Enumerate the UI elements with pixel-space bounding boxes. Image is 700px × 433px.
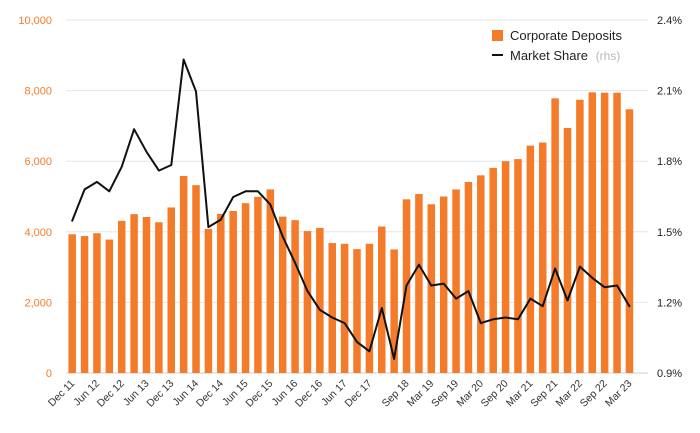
bar-corporate-deposits — [365, 243, 374, 373]
bar-corporate-deposits — [353, 249, 361, 373]
bar-corporate-deposits — [303, 231, 312, 373]
bar-corporate-deposits — [427, 204, 436, 373]
x-tick-label: Sep 21 — [528, 378, 560, 410]
bar-corporate-deposits — [538, 142, 547, 373]
bar-corporate-deposits — [340, 243, 349, 373]
x-tick-label: Dec 16 — [293, 378, 325, 410]
bar-corporate-deposits — [217, 213, 225, 373]
bar-corporate-deposits — [68, 234, 76, 373]
x-tick-label: Mar 23 — [603, 378, 635, 410]
bar-corporate-deposits — [588, 92, 597, 374]
x-tick-label: Dec 17 — [342, 378, 374, 410]
bar-corporate-deposits — [551, 98, 559, 373]
left-tick-label: 10,000 — [18, 15, 52, 27]
left-tick-label: 8,000 — [24, 86, 52, 98]
x-tick-label: Dec 13 — [144, 378, 176, 410]
x-tick-label: Sep 22 — [578, 378, 610, 410]
deposit-bars — [68, 92, 634, 374]
bar-corporate-deposits — [204, 228, 213, 373]
bar-corporate-deposits — [179, 176, 188, 373]
bar-corporate-deposits — [501, 161, 510, 373]
bar-corporate-deposits — [130, 214, 138, 373]
market-share-line-group — [71, 58, 631, 360]
bar-corporate-deposits — [526, 145, 535, 373]
bar-corporate-deposits — [291, 220, 299, 373]
x-tick-label: Dec 15 — [243, 378, 275, 410]
right-tick-label: 0.9% — [657, 368, 682, 380]
left-tick-label: 4,000 — [24, 227, 52, 239]
bar-corporate-deposits — [278, 216, 287, 373]
x-tick-label: Dec 12 — [95, 378, 127, 410]
bar-corporate-deposits — [142, 216, 151, 373]
bar-corporate-deposits — [464, 182, 473, 373]
bar-corporate-deposits — [378, 226, 386, 373]
market-share-line — [71, 58, 631, 360]
legend-label-market-share: Market Share (rhs) — [510, 48, 620, 63]
left-tick-label: 6,000 — [24, 156, 52, 168]
left-tick-label: 0 — [46, 368, 52, 380]
bar-corporate-deposits — [105, 239, 114, 373]
bar-corporate-deposits — [266, 189, 275, 373]
bar-corporate-deposits — [229, 210, 237, 373]
right-axis-ticks: 0.9% 1.2% 1.5% 1.8% 2.1% 2.4% — [657, 15, 682, 380]
bar-corporate-deposits — [192, 185, 200, 373]
gridlines — [66, 19, 648, 374]
legend-label-market-share-name: Market Share — [510, 48, 588, 63]
bar-corporate-deposits — [93, 233, 101, 373]
bar-corporate-deposits — [452, 189, 460, 373]
bar-corporate-deposits — [477, 175, 485, 373]
bar-corporate-deposits — [80, 236, 89, 373]
bar-corporate-deposits — [563, 128, 572, 373]
bar-corporate-deposits — [328, 243, 336, 373]
right-tick-label: 1.2% — [657, 297, 682, 309]
bar-corporate-deposits — [390, 249, 398, 373]
right-tick-label: 2.1% — [657, 86, 682, 98]
legend-swatch-corporate-deposits — [492, 30, 503, 41]
legend-label-market-share-suffix: (rhs) — [596, 49, 621, 63]
left-tick-label: 2,000 — [24, 297, 52, 309]
x-tick-label: Sep 18 — [380, 378, 412, 410]
right-tick-label: 1.8% — [657, 156, 682, 168]
x-tick-label: Sep 20 — [479, 378, 511, 410]
bar-corporate-deposits — [254, 196, 262, 373]
bar-corporate-deposits — [613, 92, 621, 373]
legend: Corporate Deposits Market Share (rhs) — [492, 28, 622, 63]
x-tick-label: Sep 19 — [429, 378, 461, 410]
bar-corporate-deposits — [576, 99, 584, 373]
bar-corporate-deposits — [117, 220, 126, 373]
bar-corporate-deposits — [415, 194, 423, 373]
right-tick-label: 1.5% — [657, 227, 682, 239]
bar-corporate-deposits — [625, 109, 634, 374]
bar-corporate-deposits — [155, 222, 163, 373]
x-tick-label: Dec 11 — [46, 378, 78, 410]
left-axis-ticks: 0 2,000 4,000 6,000 8,000 10,000 — [18, 15, 52, 380]
bar-corporate-deposits — [316, 227, 324, 373]
bar-corporate-deposits — [241, 203, 250, 373]
bar-corporate-deposits — [600, 92, 609, 373]
x-tick-label: Dec 14 — [194, 378, 226, 410]
legend-label-corporate-deposits: Corporate Deposits — [510, 28, 622, 43]
bar-corporate-deposits — [514, 159, 522, 373]
right-tick-label: 2.4% — [657, 15, 682, 27]
bar-corporate-deposits — [489, 167, 497, 373]
bar-corporate-deposits — [167, 207, 176, 373]
